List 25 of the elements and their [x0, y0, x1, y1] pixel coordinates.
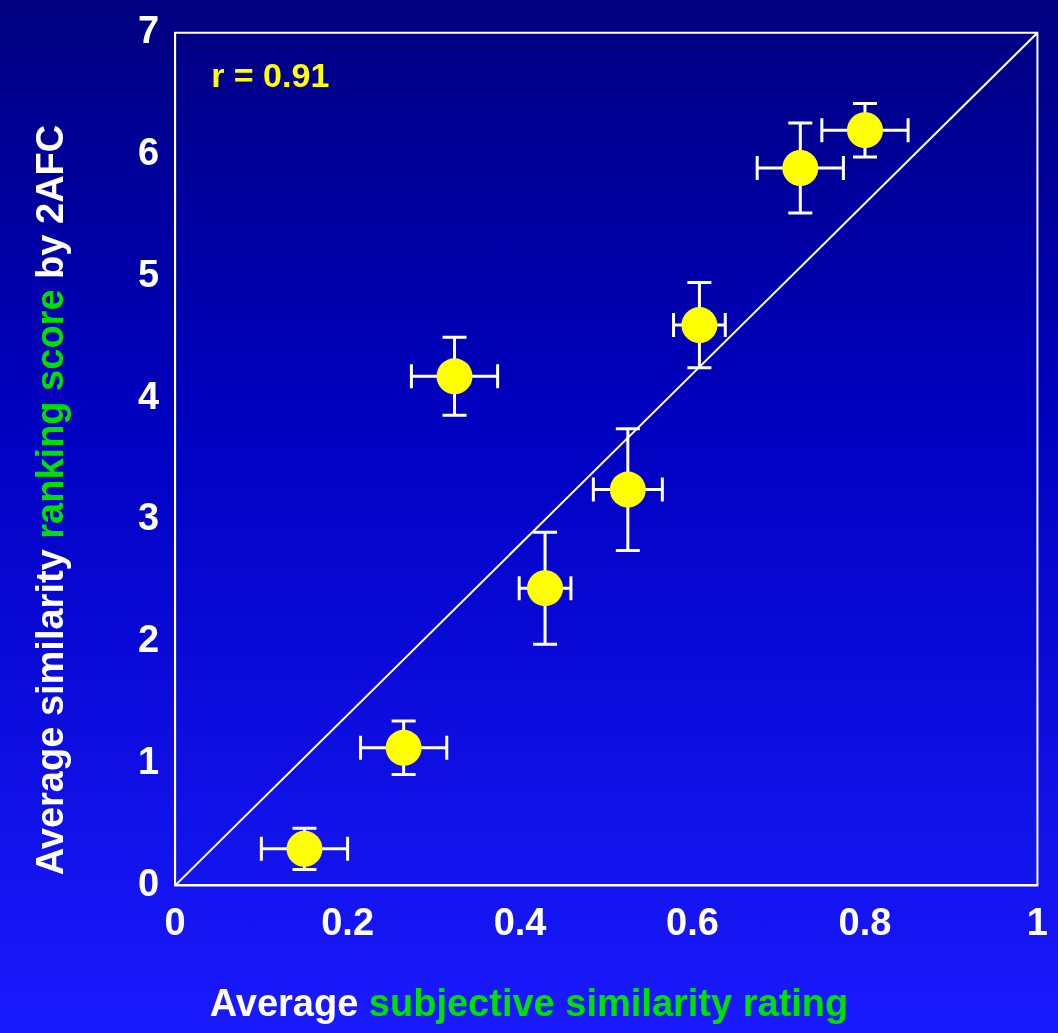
y-tick-label: 0 — [137, 861, 160, 904]
point — [385, 729, 422, 766]
point — [527, 570, 564, 607]
y-tick-label: 3 — [137, 496, 160, 539]
x-tick-label: 0 — [164, 900, 186, 943]
y-tick-label: 5 — [137, 252, 160, 295]
y-tick-label: 4 — [137, 374, 160, 417]
y-axis-title: Average similarity ranking score by 2AFC — [28, 124, 71, 876]
x-tick-label: 0.6 — [666, 900, 719, 943]
x-axis-title: Average subjective similarity rating — [209, 982, 849, 1024]
point — [286, 830, 323, 867]
y-tick-label: 6 — [137, 131, 160, 174]
annotation: r = 0.91 — [211, 56, 330, 95]
y-tick-label: 1 — [137, 740, 160, 783]
y-tick-label: 2 — [137, 618, 160, 661]
point — [846, 112, 883, 149]
x-tick-label: 0.2 — [321, 900, 375, 943]
point — [609, 471, 646, 508]
point — [681, 307, 718, 344]
x-tick-label: 0.4 — [493, 900, 547, 943]
y-tick-label: 7 — [137, 9, 160, 52]
x-tick-label: 1 — [1026, 900, 1048, 943]
point — [436, 358, 473, 395]
point — [782, 150, 819, 186]
x-tick-label: 0.8 — [838, 900, 892, 943]
